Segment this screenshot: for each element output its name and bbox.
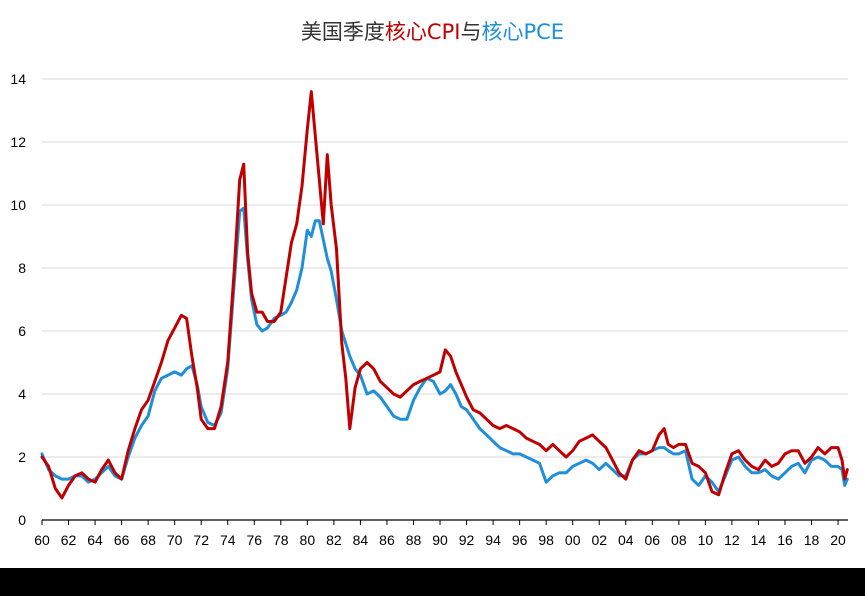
- x-tick-label: 10: [698, 532, 714, 548]
- x-tick-label: 86: [379, 532, 395, 548]
- chart-title-part: 核心PCE: [481, 20, 565, 44]
- x-tick-label: 92: [459, 532, 475, 548]
- y-tick-label: 8: [18, 260, 26, 276]
- x-tick-label: 06: [645, 532, 661, 548]
- y-tick-label: 14: [10, 71, 26, 87]
- x-tick-label: 70: [167, 532, 183, 548]
- x-tick-label: 62: [61, 532, 77, 548]
- y-tick-label: 12: [10, 134, 26, 150]
- x-tick-label: 96: [512, 532, 528, 548]
- series-lines: [40, 90, 849, 500]
- x-tick-label: 02: [591, 532, 607, 548]
- x-tick-label: 60: [34, 532, 50, 548]
- x-tick-label: 82: [326, 532, 342, 548]
- chart-title-part: 与: [460, 20, 482, 44]
- x-tick-label: 98: [538, 532, 554, 548]
- y-tick-label: 2: [18, 449, 26, 465]
- x-tick-label: 78: [273, 532, 289, 548]
- x-tick-label: 00: [565, 532, 581, 548]
- x-tick-label: 04: [618, 532, 634, 548]
- x-tick-label: 76: [246, 532, 262, 548]
- x-tick-label: 88: [406, 532, 422, 548]
- series-line-core-cpi: [40, 90, 849, 500]
- chart-title-part: 核心CPI: [384, 20, 461, 44]
- y-tick-label: 6: [18, 323, 26, 339]
- axes: [41, 519, 848, 525]
- x-tick-label: 80: [300, 532, 316, 548]
- bottom-bar: [0, 568, 865, 596]
- x-tick-label: 08: [671, 532, 687, 548]
- x-tick-label: 64: [87, 532, 103, 548]
- y-tick-label: 10: [10, 197, 26, 213]
- y-tick-label: 4: [18, 386, 26, 402]
- x-tick-label: 20: [830, 532, 846, 548]
- x-tick-label: 94: [485, 532, 501, 548]
- x-tick-label: 90: [432, 532, 448, 548]
- x-tick-label: 18: [804, 532, 820, 548]
- x-tick-label: 68: [140, 532, 156, 548]
- y-tick-label: 0: [18, 512, 26, 528]
- x-tick-label: 74: [220, 532, 236, 548]
- x-tick-label: 72: [193, 532, 209, 548]
- x-tick-label: 14: [751, 532, 767, 548]
- gridlines: [42, 78, 848, 458]
- x-tick-label: 84: [353, 532, 369, 548]
- series-line-core-pce: [40, 206, 849, 494]
- x-tick-label: 16: [777, 532, 793, 548]
- x-tick-label: 12: [724, 532, 740, 548]
- chart-title: 美国季度核心CPI与核心PCE: [0, 16, 865, 46]
- chart-title-part: 美国季度: [300, 20, 385, 44]
- x-tick-label: 66: [114, 532, 130, 548]
